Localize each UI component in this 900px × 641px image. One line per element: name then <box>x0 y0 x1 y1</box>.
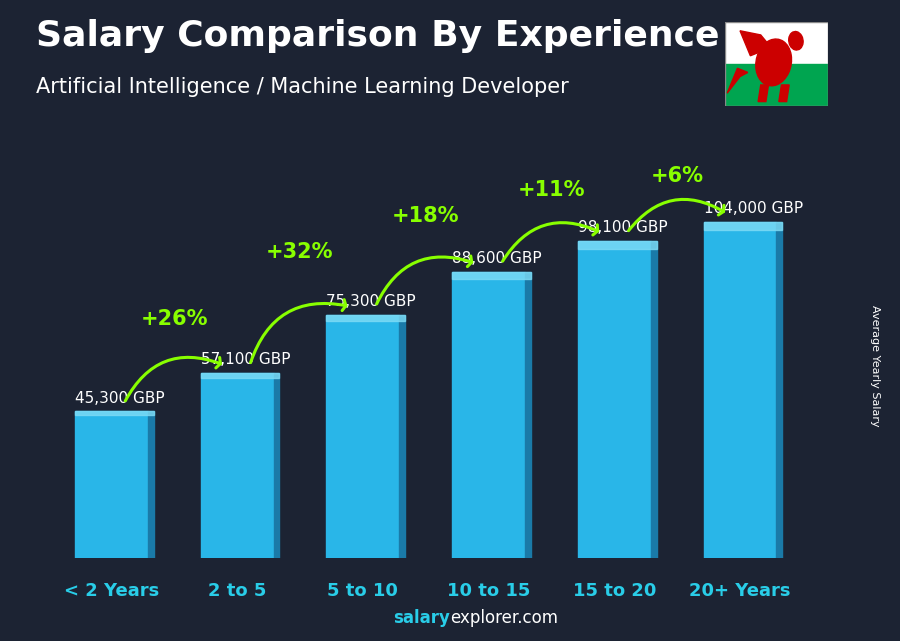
Bar <box>201 373 279 378</box>
Text: 15 to 20: 15 to 20 <box>572 582 656 600</box>
Bar <box>75 412 148 558</box>
Bar <box>578 241 657 249</box>
Text: Artificial Intelligence / Machine Learning Developer: Artificial Intelligence / Machine Learni… <box>36 77 569 97</box>
Text: 2 to 5: 2 to 5 <box>208 582 266 600</box>
Bar <box>525 272 531 558</box>
Text: 75,300 GBP: 75,300 GBP <box>327 294 416 309</box>
Text: 10 to 15: 10 to 15 <box>447 582 530 600</box>
Ellipse shape <box>788 31 803 50</box>
Bar <box>724 22 828 64</box>
Text: 5 to 10: 5 to 10 <box>328 582 399 600</box>
Bar <box>201 373 274 558</box>
Text: +18%: +18% <box>392 206 460 226</box>
Polygon shape <box>758 85 769 101</box>
Text: 45,300 GBP: 45,300 GBP <box>75 390 165 406</box>
Bar <box>704 222 777 558</box>
Bar <box>327 315 405 320</box>
Bar <box>777 222 782 558</box>
Bar <box>578 241 651 558</box>
Text: +32%: +32% <box>266 242 334 262</box>
Ellipse shape <box>756 39 791 86</box>
Text: 88,600 GBP: 88,600 GBP <box>452 251 542 266</box>
Bar <box>704 222 782 230</box>
Polygon shape <box>740 31 771 56</box>
Bar <box>75 412 154 415</box>
Text: 104,000 GBP: 104,000 GBP <box>704 201 803 216</box>
Text: 20+ Years: 20+ Years <box>689 582 791 600</box>
Text: 98,100 GBP: 98,100 GBP <box>578 220 668 235</box>
Polygon shape <box>727 69 748 93</box>
Text: 57,100 GBP: 57,100 GBP <box>201 353 290 367</box>
Text: < 2 Years: < 2 Years <box>64 582 159 600</box>
Bar <box>148 412 154 558</box>
Bar <box>274 373 279 558</box>
Bar <box>452 272 531 279</box>
Bar <box>452 272 525 558</box>
Polygon shape <box>778 85 789 101</box>
Text: salary: salary <box>393 609 450 627</box>
Bar <box>651 241 657 558</box>
Text: +11%: +11% <box>518 180 585 200</box>
Text: +26%: +26% <box>140 310 208 329</box>
Bar <box>400 315 405 558</box>
Text: explorer.com: explorer.com <box>450 609 558 627</box>
Bar <box>724 64 828 106</box>
Text: +6%: +6% <box>651 165 704 185</box>
Text: Average Yearly Salary: Average Yearly Salary <box>869 304 880 426</box>
Bar <box>327 315 400 558</box>
Text: Salary Comparison By Experience: Salary Comparison By Experience <box>36 19 719 53</box>
